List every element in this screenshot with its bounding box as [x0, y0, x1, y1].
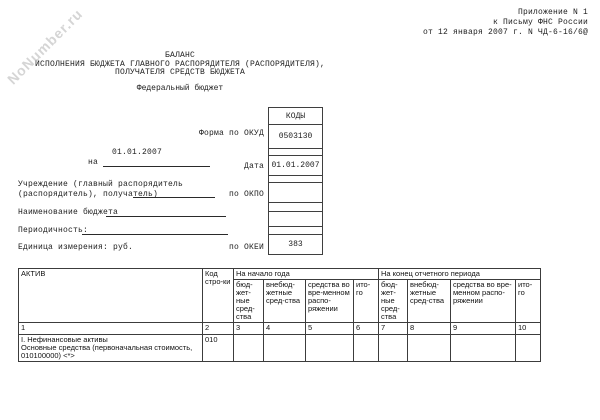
- budget-name-label: Наименование бюджета: [18, 208, 119, 217]
- line-code-column-header: Код стро-ки: [202, 268, 234, 323]
- col-number: 7: [378, 322, 408, 335]
- title-line-2: ИСПОЛНЕНИЯ БЮДЖЕТА ГЛАВНОГО РАСПОРЯДИТЕЛ…: [34, 59, 326, 69]
- col-number: 10: [515, 322, 541, 335]
- subheader-total-2: ито-го: [515, 279, 541, 323]
- budget-type-label: Федеральный бюджет: [136, 84, 224, 93]
- group-header-end-of-period: На конец отчетного периода: [378, 268, 541, 280]
- appendix-line-1: Приложение N 1: [517, 8, 588, 17]
- codes-box-spacer: [269, 227, 322, 235]
- subheader-temporary-funds-2: средства во вре-менном распо-ряжении: [450, 279, 516, 323]
- value-cell: [233, 334, 264, 362]
- appendix-note: Приложение N 1 к Письму ФНС России от 12…: [423, 8, 588, 38]
- na-label: на: [88, 158, 99, 167]
- value-cell: [305, 334, 354, 362]
- value-cell: [450, 334, 516, 362]
- col-number: 5: [305, 322, 354, 335]
- col-number: 9: [450, 322, 516, 335]
- col-number: 8: [407, 322, 451, 335]
- okpo-code-value: [269, 183, 322, 203]
- appendix-line-2: к Письму ФНС России: [492, 18, 588, 27]
- value-cell: [353, 334, 379, 362]
- col-number: 1: [18, 322, 203, 335]
- document-title: БАЛАНС ИСПОЛНЕНИЯ БЮДЖЕТА ГЛАВНОГО РАСПО…: [20, 51, 340, 78]
- asset-section-title: I. Нефинансовые активы: [21, 335, 108, 344]
- column-number-row: 1 2 3 4 5 6 7 8 9 10: [18, 322, 541, 335]
- okpo-label: по ОКПО: [228, 190, 264, 199]
- subheader-temporary-funds-1: средства во вре-менном распо-ряжении: [305, 279, 354, 323]
- subheader-total-1: ито-го: [353, 279, 379, 323]
- unit-of-measure-label: Единица измерения: руб.: [18, 243, 134, 252]
- value-cell: [378, 334, 408, 362]
- report-date-text: 01.01.2007: [112, 148, 163, 157]
- line-code-cell: 010: [202, 334, 234, 362]
- subheader-extrabudget-funds-2: внебюд-жетные сред-ства: [407, 279, 451, 323]
- periodicity-label: Периодичность:: [18, 226, 89, 235]
- value-cell: [515, 334, 541, 362]
- table-row: I. Нефинансовые активы Основные средства…: [18, 334, 541, 362]
- col-number: 4: [263, 322, 306, 335]
- date-label: Дата: [243, 162, 264, 171]
- codes-box-empty-cell: [269, 212, 322, 227]
- institution-label-line2: (распорядитель), получатель): [18, 190, 159, 199]
- col-number: 6: [353, 322, 379, 335]
- asset-column-header: АКТИВ: [18, 268, 203, 323]
- value-cell: [263, 334, 306, 362]
- title-line-1: БАЛАНС: [164, 51, 195, 60]
- codes-box-spacer: [269, 149, 322, 156]
- date-fill-line: [103, 166, 210, 167]
- asset-line-name: Основные средства (первоначальная стоимо…: [21, 343, 193, 360]
- periodicity-fill-line: [82, 234, 228, 235]
- appendix-line-3: от 12 января 2007 г. N ЧД-6-16/6@: [422, 28, 588, 37]
- codes-box-spacer: [269, 176, 322, 183]
- date-code-value: 01.01.2007: [269, 156, 322, 176]
- institution-fill-line: [133, 197, 215, 198]
- value-cell: [407, 334, 451, 362]
- okei-code-value: 383: [288, 240, 303, 249]
- okud-code-value: 0503130: [269, 125, 322, 149]
- subheader-budget-funds-2: бюд-жет-ные сред-ства: [378, 279, 408, 323]
- title-line-3: ПОЛУЧАТЕЛЯ СРЕДСТВ БЮДЖЕТА: [114, 68, 246, 77]
- okei-label: по ОКЕИ: [228, 243, 264, 252]
- asset-name-cell: I. Нефинансовые активы Основные средства…: [18, 334, 203, 362]
- balance-table: АКТИВ Код стро-ки На начало года На коне…: [18, 268, 541, 362]
- subheader-budget-funds-1: бюд-жет-ные сред-ства: [233, 279, 264, 323]
- codes-box-spacer: [269, 203, 322, 212]
- institution-label-line1: Учреждение (главный распорядитель: [18, 180, 184, 189]
- col-number: 2: [202, 322, 234, 335]
- subheader-extrabudget-funds-1: внебюд-жетные сред-ства: [263, 279, 306, 323]
- codes-box: КОДЫ 0503130 01.01.2007 383: [268, 107, 323, 255]
- group-header-start-of-year: На начало года: [233, 268, 379, 280]
- budget-name-fill-line: [106, 216, 226, 217]
- okud-form-label: Форма по ОКУД: [198, 129, 264, 138]
- col-number: 3: [233, 322, 264, 335]
- codes-box-header: КОДЫ: [269, 108, 322, 125]
